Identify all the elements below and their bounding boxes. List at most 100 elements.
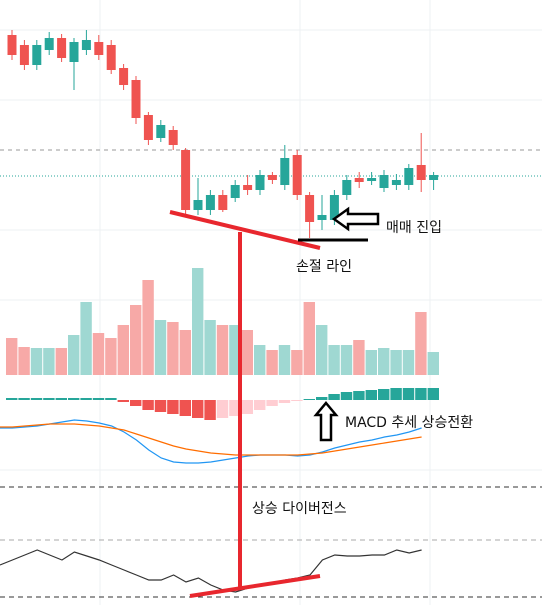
candle-body <box>255 175 265 190</box>
macd-hist-bar <box>55 398 67 400</box>
macd-hist-bar <box>154 400 167 412</box>
annotation: 매매 진입 <box>386 220 442 236</box>
candle-body <box>7 35 17 55</box>
candle-body <box>119 68 129 85</box>
macd-hist-bar <box>291 400 303 401</box>
candle-body <box>416 165 426 180</box>
candle-body <box>205 195 215 210</box>
volume-bar <box>204 320 216 375</box>
macd-hist-bar <box>415 388 427 400</box>
macd-hist-bar <box>30 398 43 400</box>
volume-bar <box>353 340 365 375</box>
macd-hist-bar <box>266 400 278 406</box>
macd-hist-bar <box>192 400 204 418</box>
volume-bar <box>105 338 117 375</box>
volume-bar <box>68 335 80 375</box>
macd-hist-bar <box>80 398 92 400</box>
macd-hist-bar <box>390 388 402 400</box>
volume-bar <box>154 320 167 375</box>
macd-hist-bar <box>378 389 390 400</box>
candle-body <box>230 185 240 198</box>
candle-body <box>404 168 414 185</box>
volume-bar <box>291 350 303 375</box>
volume-bar <box>229 325 241 375</box>
volume-bar <box>278 345 291 375</box>
macd-hist-bar <box>402 388 415 400</box>
candle-body <box>354 178 364 182</box>
macd-hist-bar <box>105 398 117 400</box>
candle-body <box>429 175 439 180</box>
candle-body <box>342 180 352 195</box>
macd-hist-bar <box>365 390 377 400</box>
candle-body <box>156 125 166 138</box>
candle-body <box>391 180 401 185</box>
volume-bar <box>192 268 204 375</box>
volume-bar <box>142 280 154 375</box>
volume-bar <box>43 348 55 375</box>
macd-hist-bar <box>204 400 216 420</box>
candle-body <box>379 175 389 188</box>
volume-bar <box>30 348 43 375</box>
volume-bar <box>415 312 427 375</box>
volume-bar <box>241 330 253 375</box>
macd-hist-bar <box>340 392 353 400</box>
macd-hist-bar <box>316 397 328 400</box>
candle-body <box>69 42 79 62</box>
volume-bar <box>390 350 402 375</box>
volume-bar <box>402 350 415 375</box>
candle-body <box>131 80 141 118</box>
candle-body <box>44 38 54 50</box>
volume-bar <box>130 305 142 375</box>
macd-line <box>0 419 422 464</box>
candle-body <box>292 155 302 195</box>
candle-body <box>367 178 377 181</box>
volume-bar <box>266 350 278 375</box>
trend-line <box>169 210 321 250</box>
candle-body <box>317 215 327 220</box>
candle-body <box>19 45 29 65</box>
arrow-left <box>331 206 380 232</box>
candle-body <box>32 45 42 65</box>
candle-body <box>57 38 67 58</box>
macd-hist-bar <box>229 400 241 416</box>
candle-body <box>305 195 315 222</box>
volume-bar <box>316 325 328 375</box>
volume-bar <box>254 345 266 375</box>
volume-bar <box>179 330 191 375</box>
volume-bar <box>18 347 30 375</box>
annotation: 상승 다이버전스 <box>252 501 347 517</box>
macd-hist-bar <box>6 398 18 400</box>
volume-bar <box>303 302 315 375</box>
candle-body <box>181 150 191 210</box>
candle-body <box>94 42 104 55</box>
volume-bar <box>216 325 229 375</box>
candle-body <box>193 200 203 210</box>
volume-bar <box>167 322 179 375</box>
candle-body <box>218 195 228 210</box>
volume-bar <box>378 348 390 375</box>
macd-hist-bar <box>43 398 55 400</box>
macd-hist-bar <box>130 400 142 406</box>
volume-bar <box>6 338 18 375</box>
volume-bar <box>92 333 105 375</box>
volume-bar <box>340 345 353 375</box>
macd-hist-bar <box>254 400 266 410</box>
macd-hist-bar <box>216 400 229 418</box>
volume-bar <box>117 325 129 375</box>
macd-hist-bar <box>303 399 315 400</box>
macd-hist-bar <box>68 398 80 400</box>
oscillator-line <box>0 549 422 593</box>
volume-bar <box>80 302 92 375</box>
annotations: 매매 진입 손절 라인 MACD 추세 상승전환 상승 다이버전스 <box>169 206 473 598</box>
annotation: 손절 라인 <box>296 259 352 275</box>
macd-hist-bar <box>353 391 365 400</box>
candle-body <box>280 158 290 185</box>
macd-hist-bar <box>167 400 179 414</box>
macd-hist-bar <box>241 400 253 414</box>
volume-bar <box>55 348 67 375</box>
macd-hist-bar <box>117 400 129 402</box>
candle-body <box>243 185 253 190</box>
macd-hist-bar <box>92 398 105 400</box>
macd-hist-bar <box>427 388 439 400</box>
